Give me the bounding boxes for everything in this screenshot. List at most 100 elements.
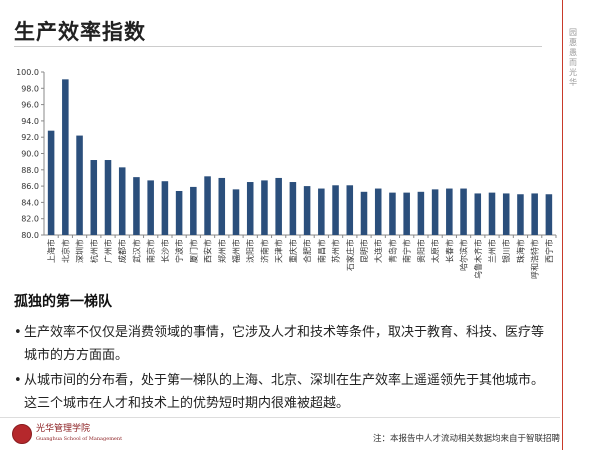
bar (303, 186, 311, 235)
bar (246, 182, 254, 235)
x-tick-label: 太原市 (430, 239, 440, 263)
x-tick-label: 济南市 (259, 239, 269, 263)
bar (318, 188, 325, 235)
y-tick-label: 96.0 (21, 101, 39, 110)
logo-seal-icon (12, 424, 32, 444)
bar (90, 160, 98, 235)
bar (133, 177, 140, 235)
school-logo: 光华管理学院 Guanghua School of Management (12, 424, 122, 444)
y-tick-label: 100.0 (16, 68, 39, 77)
bar (275, 177, 282, 235)
x-tick-label: 南宁市 (402, 239, 412, 263)
title-divider (14, 46, 542, 47)
bullet-1-line-1: 生产效率不仅仅是消费领域的事情，它涉及人才和技术等条件，取决于教育、科技、医疗等 (24, 325, 545, 340)
x-tick-label: 重庆市 (288, 239, 298, 263)
x-tick-label: 郑州市 (217, 239, 227, 263)
x-tick-label: 深圳市 (75, 239, 85, 263)
x-tick-label: 苏州市 (331, 239, 341, 263)
y-tick-label: 88.0 (21, 166, 39, 175)
y-tick-label: 90.0 (21, 150, 39, 159)
bar (531, 193, 538, 235)
x-tick-label: 长沙市 (160, 239, 170, 263)
bullet-marker: • (14, 373, 22, 388)
x-tick-label: 沈阳市 (245, 239, 255, 263)
bullet-2-line-1: 从城市间的分布看，处于第一梯队的上海、北京、深圳在生产效率上遥遥领先于其他城市。 (24, 373, 545, 388)
bar (545, 194, 553, 235)
bar (488, 192, 496, 235)
x-tick-label: 呼和浩特市 (530, 239, 540, 279)
x-tick-label: 乌鲁木齐市 (473, 239, 483, 279)
productivity-bar-chart: 80.0 82.0 84.0 86.0 88.0 90.0 92.0 94.0 96.0 98.0… (16, 68, 557, 279)
page-title: 生产效率指数 (14, 20, 146, 44)
bullet-item-1: • 生产效率不仅仅是消费领域的事情，它涉及人才和技术等条件，取决于教育、科技、医疗… (14, 321, 564, 367)
x-tick-label: 南昌市 (316, 239, 326, 263)
bar (190, 186, 197, 235)
logo-subtitle: Guanghua School of Management (36, 436, 123, 442)
bar (62, 79, 69, 236)
bar (47, 130, 55, 235)
bar (118, 167, 126, 235)
bar (460, 188, 467, 235)
bar (403, 192, 410, 235)
x-tick-label: 大连市 (373, 239, 383, 263)
bullet-item-2: • 从城市间的分布看，处于第一梯队的上海、北京、深圳在生产效率上遥遥领先于其他城市… (14, 369, 564, 415)
x-tick-label: 武汉市 (131, 239, 141, 263)
bar (332, 185, 339, 235)
bar (374, 188, 382, 235)
y-tick-label: 86.0 (21, 182, 39, 191)
x-tick-label: 珠海市 (515, 239, 525, 263)
bullet-2-line-2: 这三个城市在人才和技术上的优势短时期内很难被超越。 (24, 396, 350, 411)
x-tick-label: 青岛市 (387, 239, 397, 263)
y-tick-label: 80.0 (21, 231, 39, 240)
bar (417, 191, 425, 235)
x-tick-label: 银川市 (501, 239, 511, 263)
bar (289, 182, 297, 235)
x-tick-label: 石家庄市 (345, 239, 355, 271)
x-tick-label: 哈尔滨市 (459, 239, 469, 271)
logo-name: 光华管理学院 (36, 424, 91, 434)
side-watermark: 园惠愚 而光华 (569, 28, 577, 87)
y-tick-label: 82.0 (21, 215, 39, 224)
x-tick-label: 广州市 (103, 239, 113, 263)
bar (446, 188, 453, 235)
x-tick-label: 南京市 (146, 239, 156, 263)
bar (175, 190, 183, 235)
x-tick-label: 贵阳市 (416, 239, 426, 263)
x-tick-label: 宁波市 (174, 239, 184, 263)
y-tick-label: 84.0 (21, 198, 39, 207)
bar (76, 135, 83, 235)
footer-divider (0, 417, 560, 418)
header: 生产效率指数 (0, 0, 560, 50)
x-tick-label: 长春市 (444, 239, 454, 263)
x-tick-label: 北京市 (60, 239, 70, 263)
bar (204, 176, 211, 235)
footnote: 注：本报告中人才流动相关数据均来自于智联招聘 (372, 434, 560, 444)
bar (218, 177, 226, 235)
y-tick-label: 94.0 (21, 117, 39, 126)
side-divider (562, 0, 563, 450)
x-tick-label: 合肥市 (302, 239, 312, 263)
bar (232, 189, 240, 235)
bar (360, 191, 368, 235)
x-tick-label: 昆明市 (359, 239, 369, 263)
x-tick-label: 西安市 (203, 239, 213, 263)
y-tick-label: 98.0 (21, 84, 39, 93)
x-tick-label: 天津市 (274, 239, 284, 263)
bar (474, 193, 482, 235)
section-heading: 孤独的第一梯队 (14, 294, 112, 310)
bar (502, 193, 510, 235)
bar (431, 189, 439, 235)
bullet-marker: • (14, 325, 22, 340)
x-tick-label: 西宁市 (544, 239, 554, 263)
bullet-1-line-2: 城市的方方面面。 (24, 348, 129, 363)
bar (161, 181, 169, 235)
x-tick-label: 上海市 (46, 239, 56, 263)
bar (346, 185, 354, 235)
bar (517, 194, 524, 235)
x-tick-label: 成都市 (117, 239, 127, 263)
bar (147, 180, 154, 235)
x-tick-label: 福州市 (231, 239, 241, 263)
bar (389, 192, 396, 235)
y-tick-label: 92.0 (21, 133, 39, 142)
x-tick-label: 兰州市 (487, 239, 497, 263)
